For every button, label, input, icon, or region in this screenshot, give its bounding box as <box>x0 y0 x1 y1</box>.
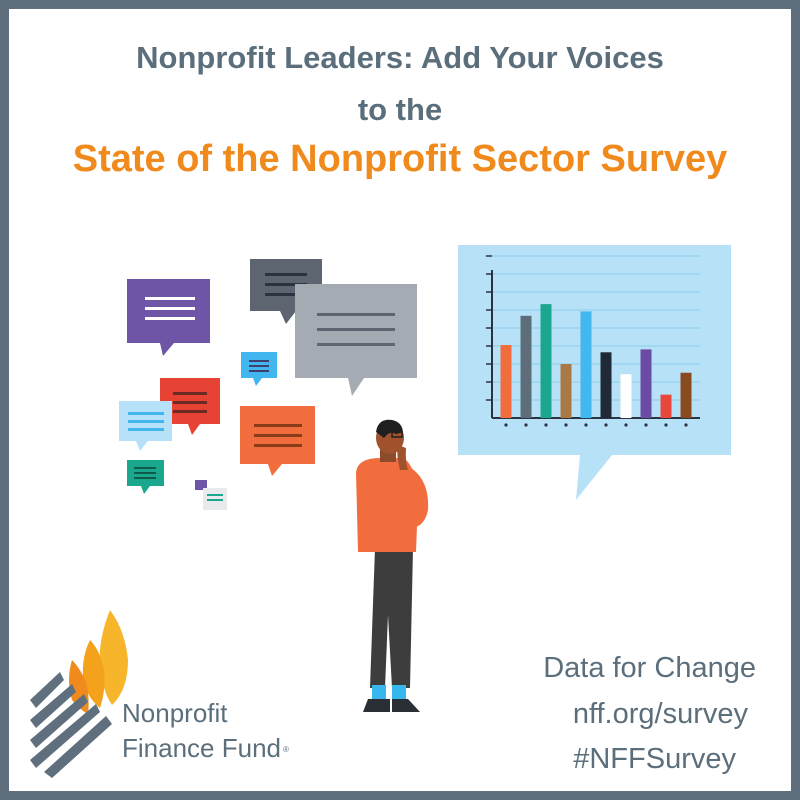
speech-bubble-orange <box>240 406 315 476</box>
chart-axis-ticks <box>486 255 492 401</box>
hashtag: #NFFSurvey <box>573 743 736 775</box>
headline-survey-title: State of the Nonprofit Sector Survey <box>72 138 728 180</box>
chart-bar <box>560 363 572 418</box>
speech-bubble-light-blue <box>119 401 172 451</box>
registered-mark: ® <box>282 745 289 755</box>
chart-category-dot <box>644 423 648 427</box>
logo-text-line-1: Nonprofit <box>122 698 228 728</box>
chart-bar <box>520 315 532 418</box>
chart-category-dot <box>684 423 688 427</box>
speech-bubble-purple <box>127 279 210 356</box>
chart-bar <box>500 345 512 418</box>
speech-bubble-teal <box>127 460 164 494</box>
chart-screen <box>458 245 731 500</box>
chart-category-dot <box>544 423 548 427</box>
survey-link[interactable]: nff.org/survey <box>572 698 748 730</box>
chart-bar <box>620 374 632 418</box>
chart-bar <box>540 304 552 418</box>
tagline: Data for Change <box>543 652 756 684</box>
chart-category-dot <box>604 423 608 427</box>
speech-bubble-tiny-pair <box>195 480 227 510</box>
logo-text-name: Finance Fund <box>122 733 281 763</box>
chart-category-dot <box>664 423 668 427</box>
logo-text-line-2: Finance Fund ® <box>122 735 289 761</box>
speech-bubble-gray <box>295 284 417 396</box>
person-figure <box>356 419 429 712</box>
chart-category-dot <box>624 423 628 427</box>
chart-bar <box>600 352 612 418</box>
chart-category-dot <box>564 423 568 427</box>
speech-bubble-small-blue <box>241 352 277 386</box>
chart-bar <box>680 372 692 418</box>
nff-logo-mark <box>30 610 128 778</box>
chart-category-dot <box>524 423 528 427</box>
headline-line-1: Nonprofit Leaders: Add Your Voices <box>136 40 664 75</box>
chart-category-dot <box>584 423 588 427</box>
chart-bar <box>660 394 672 418</box>
chart-bar <box>640 349 652 418</box>
chart-bar <box>580 311 592 418</box>
chart-category-dot <box>504 423 508 427</box>
headline-line-2: to the <box>357 92 443 127</box>
